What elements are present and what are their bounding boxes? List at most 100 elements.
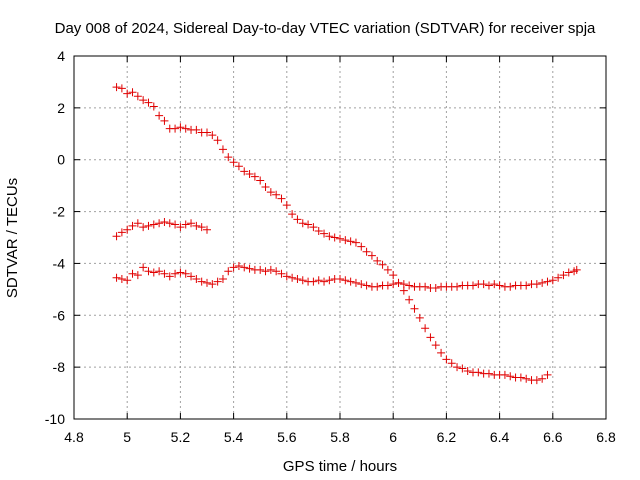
data-point <box>171 124 180 133</box>
data-point <box>572 265 581 274</box>
data-point <box>282 201 291 210</box>
data-point <box>516 373 525 382</box>
data-point <box>559 271 568 280</box>
y-tick-label: -10 <box>45 411 65 427</box>
data-point <box>128 221 137 230</box>
data-point <box>192 274 201 283</box>
data-point <box>469 281 477 290</box>
data-point <box>490 280 499 289</box>
x-tick-label: 5.4 <box>224 429 244 445</box>
data-point <box>277 269 286 278</box>
data-point <box>139 223 148 232</box>
y-tick-label: -2 <box>53 204 66 220</box>
data-point <box>346 237 355 246</box>
data-point <box>495 281 504 290</box>
data-point <box>293 274 302 283</box>
x-tick-label: 6.2 <box>437 429 457 445</box>
data-point <box>431 284 440 293</box>
data-point <box>405 295 414 304</box>
data-point <box>277 194 286 203</box>
data-point <box>213 136 222 145</box>
data-point <box>165 272 174 281</box>
data-point <box>378 260 387 269</box>
data-point <box>123 276 132 285</box>
data-point <box>181 220 190 229</box>
y-tick-label: -6 <box>53 307 66 323</box>
data-point <box>197 223 206 232</box>
data-point <box>117 274 126 283</box>
data-point <box>389 271 398 280</box>
y-axis: -10 -8 -6 -4 -2 0 2 4 <box>45 48 606 427</box>
data-point <box>250 172 259 181</box>
data-point <box>304 220 313 229</box>
data-point <box>272 190 281 199</box>
data-point <box>309 277 318 286</box>
data-point <box>203 225 211 234</box>
data-point <box>203 278 211 287</box>
data-point <box>421 282 430 291</box>
data-point <box>240 167 249 176</box>
data-point <box>362 247 371 256</box>
data-point <box>160 116 169 125</box>
data-point <box>282 272 291 281</box>
data-point <box>351 278 360 287</box>
data-point <box>463 367 472 376</box>
data-point <box>117 84 126 93</box>
data-point <box>192 221 201 230</box>
data-point <box>543 277 552 286</box>
data-point <box>442 355 451 364</box>
y-tick-label: -8 <box>53 359 66 375</box>
data-point <box>208 131 217 140</box>
data-point <box>474 368 483 377</box>
data-point <box>426 333 435 342</box>
data-point <box>203 128 211 137</box>
x-tick-label: 6.6 <box>543 429 563 445</box>
data-point <box>453 282 462 291</box>
data-point <box>266 265 275 274</box>
x-axis: 4.8 5 5.2 5.4 5.6 5.8 6 6.2 6.4 6.6 6.8 <box>64 56 616 445</box>
data-point <box>325 232 334 241</box>
data-point <box>117 228 126 237</box>
data-point <box>320 229 329 238</box>
data-point <box>245 264 254 273</box>
data-point <box>405 281 414 290</box>
data-point <box>383 281 392 290</box>
data-point <box>197 277 206 286</box>
data-point <box>144 98 153 107</box>
data-point <box>357 280 366 289</box>
data-point <box>293 215 302 224</box>
data-point <box>123 89 132 98</box>
data-point <box>234 262 243 271</box>
data-point <box>538 374 547 383</box>
data-point <box>346 277 355 286</box>
data-point <box>176 268 185 277</box>
y-tick-label: 4 <box>57 48 65 64</box>
data-point <box>123 225 132 234</box>
x-tick-label: 4.8 <box>64 429 84 445</box>
data-point <box>357 242 366 251</box>
data-point <box>506 372 515 381</box>
data-point <box>522 374 531 383</box>
data-point <box>112 83 121 92</box>
data-point <box>421 324 430 333</box>
data-point <box>272 267 281 276</box>
data-point <box>112 232 121 241</box>
data-point <box>144 267 153 276</box>
data-point <box>155 267 164 276</box>
x-tick-label: 5.8 <box>330 429 350 445</box>
data-point <box>149 220 158 229</box>
data-point <box>171 220 180 229</box>
data-point <box>149 102 158 111</box>
data-point <box>415 313 424 322</box>
chart-title: Day 008 of 2024, Sidereal Day-to-day VTE… <box>55 20 596 37</box>
x-tick-label: 5.2 <box>171 429 191 445</box>
data-point <box>367 251 376 260</box>
data-point <box>532 376 541 385</box>
data-point <box>373 282 382 291</box>
data-point <box>181 269 190 278</box>
data-point <box>288 210 297 219</box>
data-point <box>144 221 153 230</box>
data-point <box>176 123 185 132</box>
data-point <box>176 223 185 232</box>
